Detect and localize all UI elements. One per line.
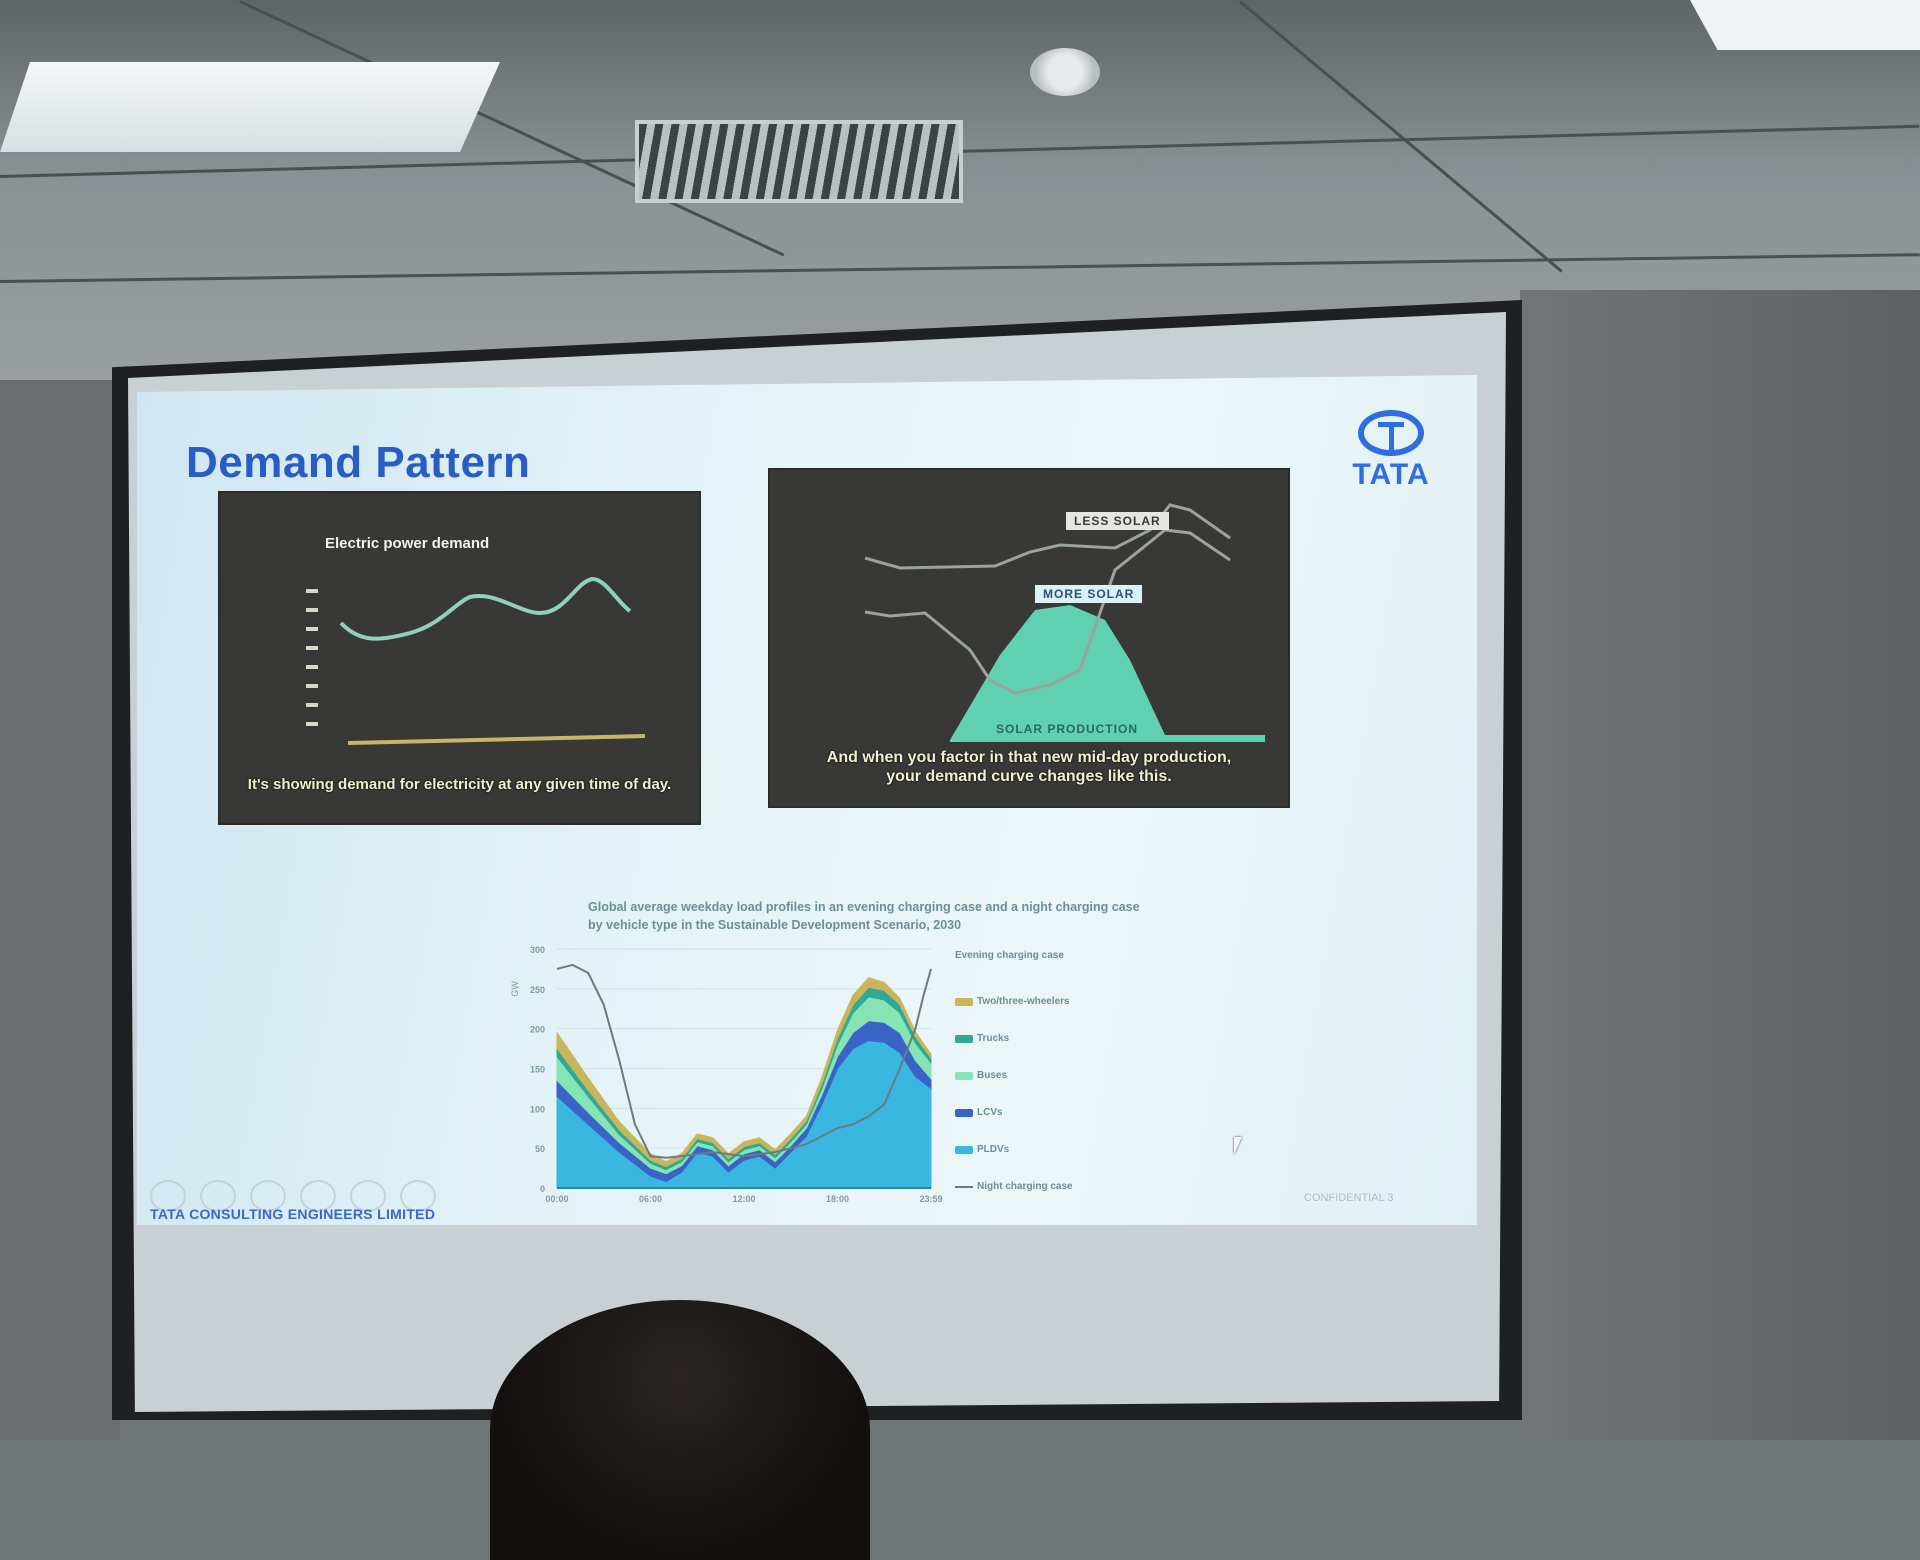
footer-company: TATA CONSULTING ENGINEERS LIMITED <box>150 1206 436 1222</box>
footer-emblem-icon <box>350 1180 386 1212</box>
wall <box>1520 290 1920 1440</box>
more-solar-line <box>864 528 1231 695</box>
y-tick-label: 0 <box>540 1184 545 1194</box>
footer-emblem-icon <box>300 1180 336 1212</box>
mouse-cursor-icon <box>1234 1137 1242 1155</box>
tata-logo-icon <box>1358 410 1424 456</box>
chart-legend: Evening charging case Two/three-wheelers… <box>955 950 1105 1205</box>
y-tick-label: 250 <box>530 985 545 995</box>
slide-title: Demand Pattern <box>186 438 531 487</box>
footer-icons <box>150 1180 436 1212</box>
legend-label: Buses <box>977 1070 1008 1081</box>
x-tick-label: 12:00 <box>732 1194 755 1204</box>
legend-label: Two/three-wheelers <box>977 996 1070 1007</box>
y-tick-label: 50 <box>535 1144 545 1154</box>
less-solar-label: LESS SOLAR <box>1066 512 1169 530</box>
legend-item: Trucks <box>955 1020 1105 1057</box>
solar-demand-image: LESS SOLAR MORE SOLAR SOLAR PRODUCTION A… <box>770 470 1288 806</box>
ev-load-chart: 0 50 100 150 200 250 300 GW 00:00 06:00 12:00 18:00… <box>510 945 943 1204</box>
left-image-caption: It's showing demand for electricity at a… <box>247 776 672 793</box>
air-vent <box>635 120 963 203</box>
legend-swatch <box>955 1071 973 1080</box>
ceiling-tile-line <box>0 253 1920 283</box>
x-tick-label: 06:00 <box>639 1194 662 1204</box>
legend-swatch <box>955 1034 973 1043</box>
x-tick-label: 18:00 <box>826 1194 849 1204</box>
footer-emblem-icon <box>150 1180 186 1212</box>
y-tick-label: 150 <box>530 1065 545 1075</box>
caption-line: your demand curve changes like this. <box>886 768 1172 785</box>
x-axis <box>347 734 646 745</box>
less-solar-line <box>864 503 1231 570</box>
legend-swatch <box>955 1185 973 1188</box>
footer-emblem-icon <box>200 1180 236 1212</box>
legend-label: Night charging case <box>977 1181 1073 1192</box>
legend-label: PLDVs <box>977 1144 1010 1155</box>
right-image-caption: And when you factor in that new mid-day … <box>770 748 1288 786</box>
legend-title: Evening charging case <box>955 950 1064 961</box>
y-tick-label: 100 <box>530 1104 545 1114</box>
footer-confidential: CONFIDENTIAL 3 <box>1304 1192 1394 1204</box>
night-charging-line <box>556 963 932 1159</box>
legend-label: LCVs <box>977 1107 1003 1118</box>
more-solar-label: MORE SOLAR <box>1035 585 1143 603</box>
legend-item: Two/three-wheelers <box>955 983 1105 1020</box>
demand-line <box>339 577 632 641</box>
x-tick-label: 23:59 <box>919 1194 942 1204</box>
smoke-detector <box>1030 48 1100 96</box>
y-axis-label: GW <box>510 981 520 997</box>
left-image-title: Electric power demand <box>325 535 490 552</box>
audience-head <box>490 1300 870 1560</box>
electric-demand-image: Electric power demand It's showing deman… <box>220 493 699 823</box>
caption-line: And when you factor in that new mid-day … <box>826 749 1232 766</box>
ceiling-light <box>1690 0 1920 50</box>
footer-emblem-icon <box>250 1180 286 1212</box>
area-two-three-wheelers <box>556 977 932 1167</box>
ev-chart-title: Global average weekday load profiles in … <box>588 900 1140 932</box>
x-tick-label: 00:00 <box>545 1194 568 1204</box>
legend-item: Night charging case <box>955 1168 1105 1205</box>
tata-logo: TATA <box>1345 410 1437 492</box>
legend-item: LCVs <box>955 1094 1105 1131</box>
legend-swatch <box>955 997 973 1006</box>
solar-production-area <box>950 605 1265 742</box>
legend-swatch <box>955 1145 973 1154</box>
ceiling-light <box>0 62 500 152</box>
legend-item: PLDVs <box>955 1131 1105 1168</box>
legend-label: Trucks <box>977 1033 1010 1044</box>
y-tick-label: 200 <box>530 1025 545 1035</box>
solar-production-label: SOLAR PRODUCTION <box>996 722 1138 736</box>
wall <box>0 380 120 1440</box>
demand-curve-graphic <box>306 577 646 745</box>
legend-swatch <box>955 1108 973 1117</box>
logo-wordmark: TATA <box>1352 458 1430 491</box>
footer-emblem-icon <box>400 1180 436 1212</box>
y-axis-ticks <box>306 589 318 726</box>
solar-demand-graphic <box>864 503 1265 742</box>
legend-item: Buses <box>955 1057 1105 1094</box>
y-tick-label: 300 <box>530 945 545 955</box>
